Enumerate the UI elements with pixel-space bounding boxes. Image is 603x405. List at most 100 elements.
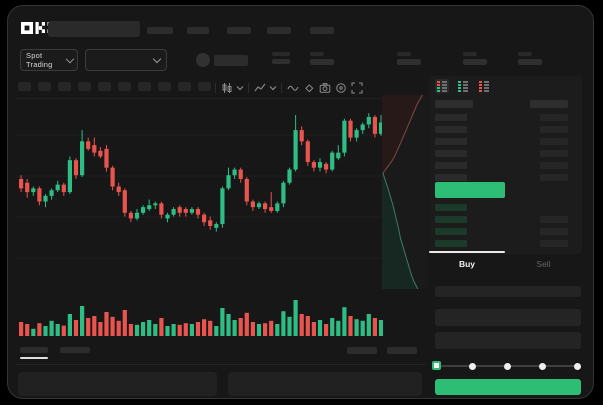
orders-tab-2[interactable]: [60, 347, 90, 353]
volume-bar: [311, 322, 316, 336]
timeframe-button-placeholder[interactable]: [178, 82, 191, 91]
settings-icon[interactable]: [335, 82, 347, 94]
tab-sell-label: Sell: [536, 259, 551, 269]
orders-action-2[interactable]: [387, 347, 417, 354]
orderbook-combined-icon[interactable]: [435, 79, 449, 93]
timeframe-button-placeholder[interactable]: [198, 82, 211, 91]
timeframe-button-placeholder[interactable]: [58, 82, 71, 91]
icon-row-color: [437, 90, 440, 92]
slider-step-dot[interactable]: [468, 362, 476, 370]
market-type-dropdown[interactable]: Spot Trading: [20, 49, 78, 71]
orderbook-amount-cell: [540, 150, 568, 157]
timeframe-button-placeholder[interactable]: [118, 82, 131, 91]
orderbook-row-ask[interactable]: [429, 138, 582, 146]
orderbook-row-ask[interactable]: [429, 150, 582, 158]
orderbook-row-bid[interactable]: [429, 240, 582, 248]
price-field[interactable]: [435, 309, 581, 326]
orderbook-row-ask[interactable]: [429, 162, 582, 170]
orderbook-price-cell: [435, 216, 467, 223]
buy-submit-button[interactable]: [435, 379, 581, 395]
volume-bar: [372, 318, 377, 336]
nav-item-placeholder[interactable]: [147, 27, 173, 34]
orderbook-row-bid[interactable]: [429, 216, 582, 224]
orders-action-1[interactable]: [347, 347, 377, 354]
volume-bar: [317, 320, 323, 336]
orderbook-buys-icon[interactable]: [456, 79, 470, 93]
pair-selector-dropdown[interactable]: [85, 49, 167, 71]
fullscreen-icon[interactable]: [351, 82, 363, 94]
orderbook-last-price[interactable]: [435, 182, 505, 198]
candle-body: [183, 209, 188, 213]
timeframe-button-placeholder[interactable]: [138, 82, 151, 91]
candle-body: [287, 169, 292, 183]
candlestick-chart[interactable]: [15, 100, 383, 338]
candle-body: [238, 169, 243, 179]
nav-item-placeholder[interactable]: [267, 27, 291, 34]
orders-tab-underline: [20, 357, 48, 359]
tab-buy-label: Buy: [458, 259, 476, 269]
line-tool-icon[interactable]: [287, 82, 299, 94]
volume-bar: [360, 320, 365, 336]
volume-bar: [153, 324, 158, 336]
orders-tab-active[interactable]: [20, 347, 48, 353]
draw-tool-icon[interactable]: [303, 82, 315, 94]
orderbook-row-ask[interactable]: [429, 174, 582, 182]
chevron-down-icon[interactable]: [236, 82, 244, 94]
candle-body: [372, 116, 377, 134]
order-type-field[interactable]: [435, 286, 581, 297]
slider-step-dot[interactable]: [503, 362, 511, 370]
orderbook-amount-cell: [540, 216, 568, 223]
orderbook-amount-cell: [540, 240, 568, 247]
slider-step-dot[interactable]: [538, 362, 546, 370]
timeframe-button-placeholder[interactable]: [158, 82, 171, 91]
orderbook-row-ask[interactable]: [429, 114, 582, 122]
volume-bar: [293, 300, 298, 336]
timeframe-button-placeholder[interactable]: [38, 82, 51, 91]
orders-panel-right[interactable]: [228, 372, 422, 396]
candle-body: [220, 188, 225, 225]
toolbar-divider: [215, 83, 216, 93]
volume-bar: [86, 318, 91, 336]
icon-row-bar: [441, 87, 447, 89]
timeframe-button-placeholder[interactable]: [98, 82, 111, 91]
timeframe-button-placeholder[interactable]: [78, 82, 91, 91]
timeframe-button-placeholder[interactable]: [18, 82, 31, 91]
candle-style-icon[interactable]: [221, 82, 233, 94]
buy-tab-indicator: [429, 251, 505, 253]
candle-body: [37, 188, 42, 202]
candle-body: [256, 203, 262, 208]
nav-item-placeholder[interactable]: [187, 27, 209, 34]
screenshot-icon[interactable]: [319, 82, 331, 94]
app-window: Spot Trading Buy Sell: [7, 5, 594, 399]
icon-row-color: [437, 81, 440, 83]
volume-bar: [324, 324, 329, 336]
tab-buy[interactable]: Buy: [429, 252, 505, 276]
orderbook-sells-icon[interactable]: [477, 79, 491, 93]
orderbook-rows[interactable]: [429, 100, 582, 252]
icon-row-bar: [483, 84, 489, 86]
icon-row-bar: [441, 84, 447, 86]
candle-body: [342, 120, 347, 153]
indicators-icon[interactable]: [254, 82, 266, 94]
orderbook-row-ask[interactable]: [429, 126, 582, 134]
nav-item-placeholder[interactable]: [227, 27, 251, 34]
slider-handle[interactable]: [432, 361, 441, 370]
slider-step-dot[interactable]: [573, 362, 581, 370]
volume-bar: [25, 324, 30, 336]
chevron-down-icon[interactable]: [269, 82, 277, 94]
orderbook-row-bid[interactable]: [429, 204, 582, 212]
orderbook-row-bid[interactable]: [429, 228, 582, 236]
tab-sell[interactable]: Sell: [505, 252, 582, 276]
amount-field[interactable]: [435, 332, 581, 349]
icon-row-bar: [462, 90, 468, 92]
candle-body: [31, 188, 36, 193]
stat-label-placeholder: [397, 52, 411, 56]
search-input[interactable]: [48, 21, 140, 37]
candle-body: [104, 148, 109, 168]
orders-panel-left[interactable]: [18, 372, 217, 396]
volume-bar: [189, 324, 194, 336]
orderbook-amount-cell: [540, 174, 568, 181]
candle-body: [244, 178, 249, 202]
candle-body: [299, 130, 304, 142]
nav-item-placeholder[interactable]: [310, 27, 334, 34]
